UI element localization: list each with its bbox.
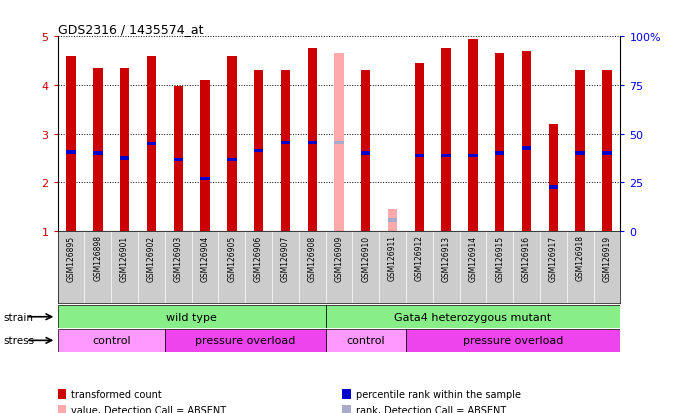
Bar [522, 147, 532, 150]
Text: transformed count: transformed count [71, 389, 162, 399]
Text: percentile rank within the sample: percentile rank within the sample [356, 389, 521, 399]
Text: rank, Detection Call = ABSENT: rank, Detection Call = ABSENT [356, 405, 506, 413]
Bar [441, 49, 451, 231]
Bar [66, 151, 76, 154]
Text: GSM126919: GSM126919 [603, 235, 612, 281]
Text: GSM126915: GSM126915 [496, 235, 504, 281]
Bar [334, 141, 344, 145]
Text: GDS2316 / 1435574_at: GDS2316 / 1435574_at [58, 23, 203, 36]
Bar [120, 157, 129, 160]
Bar [281, 141, 290, 145]
Text: GSM126916: GSM126916 [522, 235, 531, 281]
Text: GSM126909: GSM126909 [334, 235, 344, 281]
Text: control: control [346, 335, 385, 346]
Text: GSM126898: GSM126898 [94, 235, 102, 281]
Bar [415, 64, 424, 231]
Bar [200, 81, 210, 231]
Bar [254, 150, 263, 153]
Bar [495, 54, 504, 231]
Text: stress: stress [3, 335, 35, 346]
Text: GSM126913: GSM126913 [441, 235, 451, 281]
Text: GSM126908: GSM126908 [308, 235, 317, 281]
Text: pressure overload: pressure overload [463, 335, 563, 346]
Bar [468, 154, 478, 158]
Bar [334, 54, 344, 231]
Bar [308, 141, 317, 145]
Text: GSM126911: GSM126911 [388, 235, 397, 281]
Text: GSM126914: GSM126914 [468, 235, 477, 281]
Bar [174, 87, 183, 231]
Text: GSM126903: GSM126903 [174, 235, 182, 281]
Bar [495, 152, 504, 155]
Bar [227, 57, 237, 231]
Bar [174, 158, 183, 161]
Bar [576, 71, 585, 231]
Text: strain: strain [3, 312, 33, 322]
Text: GSM126905: GSM126905 [227, 235, 237, 281]
Bar [66, 57, 76, 231]
Bar [227, 158, 237, 161]
Text: GSM126902: GSM126902 [147, 235, 156, 281]
Bar [549, 125, 558, 231]
Bar [93, 152, 102, 155]
Bar [281, 71, 290, 231]
Bar [93, 69, 102, 231]
Bar [415, 154, 424, 158]
Bar [120, 69, 129, 231]
Bar [441, 154, 451, 158]
Bar [388, 219, 397, 222]
Bar [325, 306, 620, 328]
Bar [308, 49, 317, 231]
Bar [468, 40, 478, 231]
Text: GSM126910: GSM126910 [361, 235, 370, 281]
Bar [602, 152, 612, 155]
Bar [388, 209, 397, 231]
Bar [576, 152, 585, 155]
Text: value, Detection Call = ABSENT: value, Detection Call = ABSENT [71, 405, 226, 413]
Text: GSM126901: GSM126901 [120, 235, 129, 281]
Bar [522, 52, 532, 231]
Bar [406, 329, 620, 352]
Text: GSM126917: GSM126917 [549, 235, 558, 281]
Bar [146, 142, 156, 146]
Bar [254, 71, 263, 231]
Bar [146, 57, 156, 231]
Bar [200, 178, 210, 181]
Text: GSM126906: GSM126906 [254, 235, 263, 281]
Bar [58, 329, 165, 352]
Text: GSM126912: GSM126912 [415, 235, 424, 281]
Text: pressure overload: pressure overload [195, 335, 296, 346]
Text: GSM126895: GSM126895 [66, 235, 75, 281]
Text: GSM126907: GSM126907 [281, 235, 290, 281]
Bar [361, 152, 370, 155]
Bar [602, 71, 612, 231]
Bar [549, 186, 558, 189]
Bar [165, 329, 325, 352]
Bar [58, 306, 325, 328]
Text: wild type: wild type [166, 312, 217, 322]
Bar [325, 329, 406, 352]
Text: control: control [92, 335, 131, 346]
Bar [361, 71, 370, 231]
Text: Gata4 heterozygous mutant: Gata4 heterozygous mutant [395, 312, 552, 322]
Text: GSM126918: GSM126918 [576, 235, 584, 281]
Text: GSM126904: GSM126904 [201, 235, 210, 281]
